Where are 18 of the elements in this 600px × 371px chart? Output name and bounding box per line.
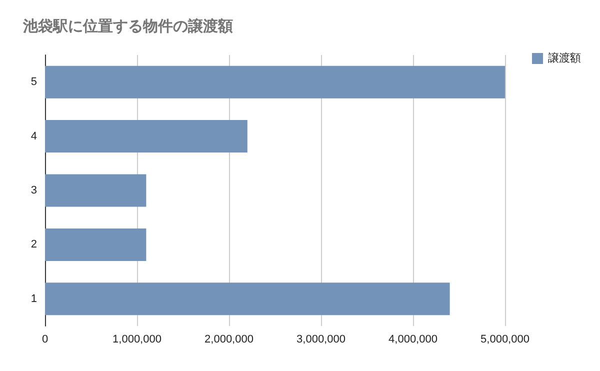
y-tick-label: 5 [30,76,37,88]
x-tick-label: 1,000,000 [112,334,162,346]
bar [45,66,505,98]
chart-title: 池袋駅に位置する物件の譲渡額 [22,17,233,35]
bar [45,174,146,207]
legend-label: 譲渡額 [548,52,581,64]
y-tick-label: 4 [30,130,37,142]
x-tick-label: 2,000,000 [204,334,254,346]
x-tick-label: 5,000,000 [480,334,530,346]
y-tick-label: 3 [30,184,37,196]
x-tick-label: 0 [42,334,48,346]
bar [45,282,450,316]
y-tick-label: 2 [30,238,37,251]
y-tick-label: 1 [30,292,37,305]
bar [45,120,248,153]
bar [45,228,146,261]
x-tick-label: 4,000,000 [388,334,438,346]
x-tick-label: 3,000,000 [296,334,346,346]
